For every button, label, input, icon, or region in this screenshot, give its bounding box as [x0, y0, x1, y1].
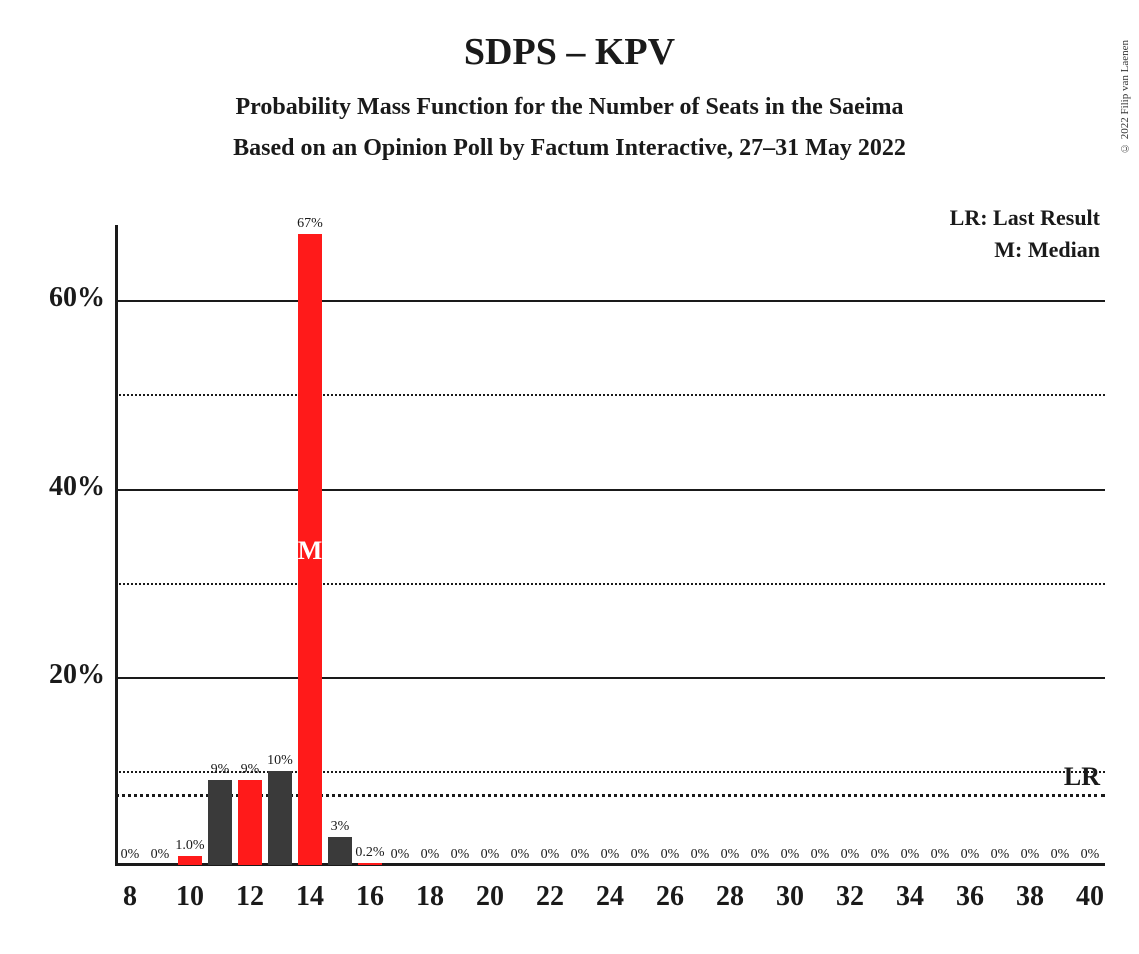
bar-value-label: 1.0% — [175, 838, 204, 854]
chart-area: 20%40%60%LR0%0%1.0%9%9%10%67%3%0.2%0%0%0… — [115, 225, 1105, 865]
bar-value-label: 0% — [811, 847, 830, 863]
grid-line — [115, 489, 1105, 491]
bar-value-label: 0% — [841, 847, 860, 863]
x-axis-label: 34 — [896, 881, 924, 913]
bar — [178, 856, 203, 865]
x-axis-label: 36 — [956, 881, 984, 913]
legend-m: M: Median — [994, 237, 1100, 263]
bar-value-label: 0% — [721, 847, 740, 863]
bar-value-label: 0.2% — [355, 845, 384, 861]
bar-value-label: 9% — [211, 762, 230, 778]
x-axis-label: 24 — [596, 881, 624, 913]
bar-value-label: 0% — [1021, 847, 1040, 863]
bar-value-label: 0% — [151, 847, 170, 863]
bar-value-label: 0% — [751, 847, 770, 863]
x-axis-label: 26 — [656, 881, 684, 913]
legend-lr: LR: Last Result — [950, 205, 1100, 231]
x-axis-label: 14 — [296, 881, 324, 913]
grid-line — [115, 677, 1105, 679]
y-axis — [115, 225, 118, 865]
y-axis-label: 40% — [20, 471, 105, 503]
median-marker: M — [298, 536, 323, 566]
bar-value-label: 0% — [601, 847, 620, 863]
bar-value-label: 0% — [691, 847, 710, 863]
grid-line — [115, 583, 1105, 585]
x-axis-label: 32 — [836, 881, 864, 913]
bar-value-label: 0% — [121, 847, 140, 863]
x-axis-label: 40 — [1076, 881, 1104, 913]
chart-subtitle-2: Based on an Opinion Poll by Factum Inter… — [0, 135, 1139, 162]
bar-value-label: 0% — [421, 847, 440, 863]
bar-value-label: 0% — [871, 847, 890, 863]
bar-value-label: 9% — [241, 762, 260, 778]
x-axis — [115, 863, 1105, 866]
y-axis-label: 20% — [20, 659, 105, 691]
y-axis-label: 60% — [20, 282, 105, 314]
x-axis-label: 10 — [176, 881, 204, 913]
x-axis-label: 28 — [716, 881, 744, 913]
bar-value-label: 0% — [661, 847, 680, 863]
bar — [328, 837, 353, 865]
bar — [358, 863, 383, 865]
grid-line — [115, 771, 1105, 773]
bar-value-label: 0% — [391, 847, 410, 863]
bar-value-label: 0% — [931, 847, 950, 863]
bar-value-label: 0% — [631, 847, 650, 863]
chart-subtitle-1: Probability Mass Function for the Number… — [0, 94, 1139, 121]
lr-marker: LR — [1064, 762, 1100, 792]
bar-value-label: 0% — [991, 847, 1010, 863]
bar — [268, 771, 293, 865]
bar-value-label: 0% — [1051, 847, 1070, 863]
x-axis-label: 18 — [416, 881, 444, 913]
bar-value-label: 3% — [331, 819, 350, 835]
bar-value-label: 0% — [481, 847, 500, 863]
bar-value-label: 0% — [451, 847, 470, 863]
x-axis-label: 16 — [356, 881, 384, 913]
chart-title: SDPS – KPV — [0, 30, 1139, 74]
x-axis-label: 8 — [123, 881, 137, 913]
lr-line — [115, 794, 1105, 797]
x-axis-label: 22 — [536, 881, 564, 913]
bar-value-label: 10% — [267, 753, 293, 769]
bar-value-label: 0% — [781, 847, 800, 863]
x-axis-label: 12 — [236, 881, 264, 913]
bar — [208, 780, 233, 865]
bar-value-label: 0% — [511, 847, 530, 863]
bar-value-label: 67% — [297, 216, 323, 232]
bar-value-label: 0% — [961, 847, 980, 863]
bar — [238, 780, 263, 865]
bar-value-label: 0% — [1081, 847, 1100, 863]
bar-value-label: 0% — [541, 847, 560, 863]
x-axis-label: 30 — [776, 881, 804, 913]
bar-value-label: 0% — [901, 847, 920, 863]
grid-line — [115, 394, 1105, 396]
copyright-text: © 2022 Filip van Laenen — [1119, 40, 1131, 154]
x-axis-label: 20 — [476, 881, 504, 913]
grid-line — [115, 300, 1105, 302]
bar-value-label: 0% — [571, 847, 590, 863]
x-axis-label: 38 — [1016, 881, 1044, 913]
